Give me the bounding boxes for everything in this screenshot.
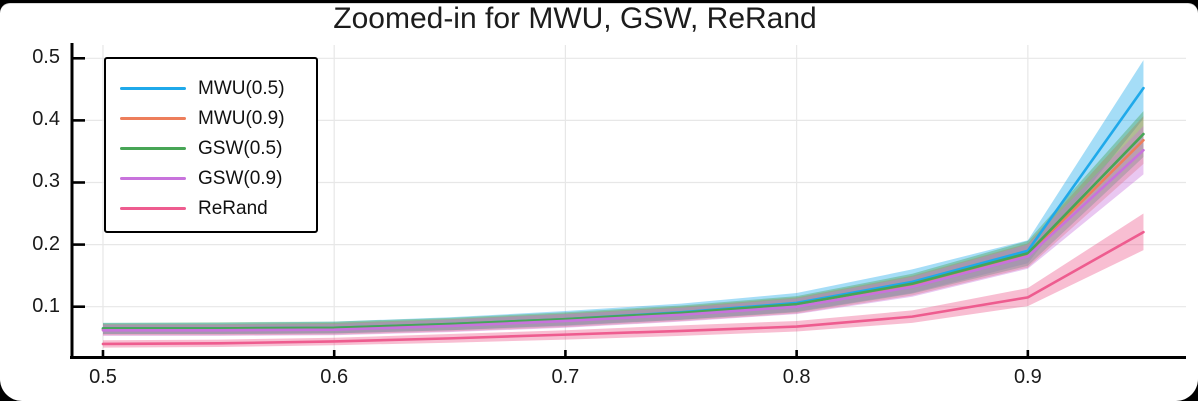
legend-label: ReRand bbox=[198, 197, 268, 219]
confidence-band-ReRand bbox=[102, 213, 1144, 348]
y-tick-label: 0.3 bbox=[32, 170, 60, 193]
legend-label: MWU(0.9) bbox=[198, 107, 285, 129]
y-tick-label: 0.5 bbox=[32, 46, 60, 69]
y-tick-label: 0.1 bbox=[32, 294, 60, 317]
y-tick-label: 0.4 bbox=[32, 108, 60, 131]
confidence-band-GSW(0.9) bbox=[102, 125, 1144, 336]
legend-line-swatch bbox=[120, 146, 186, 150]
x-tick-label: 0.9 bbox=[1013, 366, 1042, 388]
y-tick-label: 0.2 bbox=[32, 232, 60, 255]
data-line-GSW(0.5) bbox=[101, 132, 1145, 330]
legend-item-MWU(0.5): MWU(0.5) bbox=[106, 73, 316, 103]
x-tick-label: 0.5 bbox=[89, 366, 117, 388]
legend-line-swatch bbox=[120, 86, 186, 90]
chart-legend: MWU(0.5) MWU(0.9) GSW(0.5) GSW(0.9) ReRand bbox=[104, 57, 318, 233]
x-tick-label: 0.7 bbox=[551, 366, 580, 388]
legend-item-GSW(0.5): GSW(0.5) bbox=[106, 133, 316, 163]
legend-line-swatch bbox=[120, 206, 186, 210]
legend-label: GSW(0.9) bbox=[198, 167, 283, 189]
legend-label: GSW(0.5) bbox=[198, 137, 283, 159]
legend-label: MWU(0.5) bbox=[198, 77, 285, 99]
data-line-ReRand bbox=[101, 230, 1145, 346]
legend-line-swatch bbox=[120, 116, 186, 120]
legend-line-swatch bbox=[120, 176, 186, 180]
chart-title: Zoomed-in for MWU, GSW, ReRand bbox=[333, 2, 817, 35]
legend-item-ReRand: ReRand bbox=[106, 193, 316, 223]
legend-item-MWU(0.9): MWU(0.9) bbox=[106, 103, 316, 133]
data-line-GSW(0.9) bbox=[101, 148, 1145, 332]
legend-item-GSW(0.9): GSW(0.9) bbox=[106, 163, 316, 193]
x-tick-label: 0.8 bbox=[782, 366, 811, 388]
x-tick-label: 0.6 bbox=[320, 366, 349, 388]
